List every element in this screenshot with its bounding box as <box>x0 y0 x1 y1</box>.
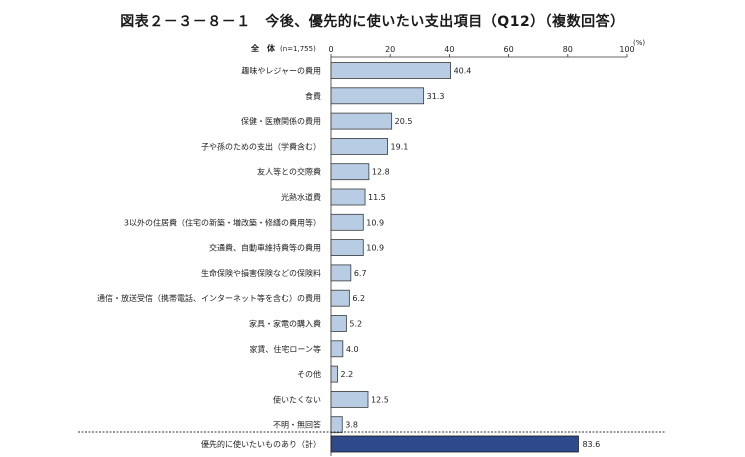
category-label: 保健・医療関係の費用 <box>241 116 321 126</box>
total-value-label: 83.6 <box>582 440 600 449</box>
bar <box>330 188 366 206</box>
value-label: 10.9 <box>366 218 384 227</box>
total-category-label: 優先的に使いたいものあり（計） <box>201 439 321 449</box>
category-label: 交通費、自動車維持費等の費用 <box>209 243 321 253</box>
value-label: 40.4 <box>454 67 472 76</box>
x-tick-label: 40 <box>444 45 454 54</box>
value-label: 5.2 <box>349 320 362 329</box>
bar <box>330 112 393 130</box>
value-label: 31.3 <box>427 92 445 101</box>
category-label: 生命保険や損害保険などの保険料 <box>201 268 321 278</box>
bar <box>330 390 369 408</box>
bar <box>330 62 451 79</box>
category-label: 使いたくない <box>273 394 321 404</box>
value-label: 12.5 <box>371 395 389 404</box>
value-label: 20.5 <box>395 117 413 126</box>
category-label: 通信・放送受信（携帯電話、インターネット等を含む）の費用 <box>97 293 321 303</box>
category-label: 3以外の住居費（住宅の新築・増改築・修繕の費用等） <box>124 217 321 227</box>
x-tick-label: 0 <box>328 45 333 54</box>
bar <box>330 137 388 155</box>
x-tick-label: 80 <box>563 45 573 54</box>
category-label: 友人等との交際費 <box>257 167 321 177</box>
category-label: 子や孫のための支出（学費含む） <box>201 141 321 151</box>
chart-title: 図表２－３－８－１ 今後、優先的に使いたい支出項目（Q12）（複数回答） <box>120 14 625 30</box>
x-tick-label: 60 <box>504 45 514 54</box>
category-label: 家賃、住宅ローン等 <box>249 344 321 354</box>
bar <box>330 365 338 383</box>
category-label: 趣味やレジャーの費用 <box>241 66 321 76</box>
bar <box>330 213 364 231</box>
category-label: その他 <box>297 369 321 379</box>
value-label: 12.8 <box>372 168 390 177</box>
x-tick-label: 20 <box>385 45 395 54</box>
category-label: 食費 <box>305 91 321 101</box>
x-tick-label: 100 <box>619 45 634 54</box>
bar <box>330 87 425 105</box>
header-label: 全 体 <box>250 43 276 53</box>
bar <box>330 340 344 358</box>
value-label: 3.8 <box>345 421 358 430</box>
value-label: 6.2 <box>352 294 365 303</box>
bar <box>330 315 347 332</box>
bar <box>330 416 343 434</box>
sample-size: (n=1,755) <box>280 45 316 53</box>
value-label: 11.5 <box>368 193 386 202</box>
value-label: 2.2 <box>341 370 354 379</box>
value-label: 4.0 <box>346 345 359 354</box>
category-label: 光熱水道費 <box>281 192 321 202</box>
value-label: 19.1 <box>391 142 409 151</box>
bar <box>330 239 364 257</box>
value-label: 10.9 <box>366 244 384 253</box>
bar <box>330 163 370 181</box>
unit-label: (%) <box>633 39 645 47</box>
total-bar <box>330 435 579 453</box>
category-label: 家具・家電の購入費 <box>249 319 321 329</box>
value-label: 6.7 <box>354 269 367 278</box>
category-label: 不明・無回答 <box>273 420 321 430</box>
bar <box>330 264 352 282</box>
bar <box>330 289 350 307</box>
